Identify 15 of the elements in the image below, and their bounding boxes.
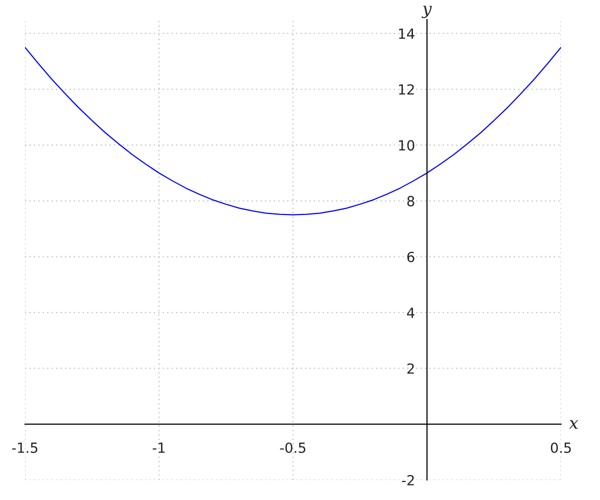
x-tick-label: -1 <box>152 442 165 453</box>
y-axis-title: y <box>422 6 432 18</box>
x-tick-label: 0.5 <box>550 442 571 453</box>
x-axis-title: x <box>569 420 578 429</box>
x-tick-label: -0.5 <box>280 442 306 453</box>
y-tick-label: 4 <box>407 308 414 318</box>
y-tick-label: 12 <box>399 84 414 95</box>
y-tick-label: -2 <box>402 474 414 486</box>
line-series <box>25 46 561 216</box>
x-tick-label: -1.5 <box>12 442 38 453</box>
y-tick-label: 8 <box>407 196 414 206</box>
y-tick-label: 14 <box>399 28 414 39</box>
y-tick-label: 10 <box>399 140 414 151</box>
y-tick-label: 2 <box>407 363 414 374</box>
y-tick-label: 6 <box>407 252 414 262</box>
